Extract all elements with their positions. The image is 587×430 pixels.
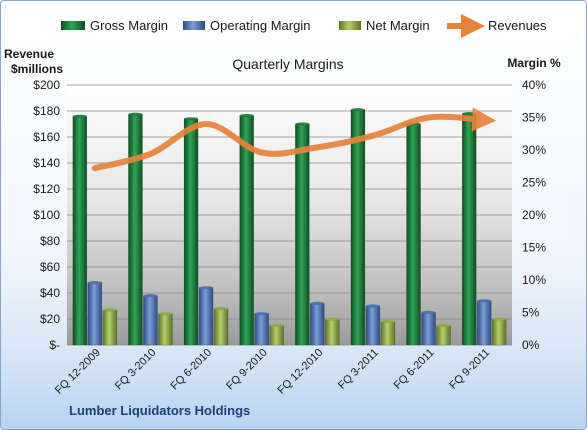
left-tick-label: $160 (33, 130, 60, 144)
left-tick-label: $60 (40, 260, 60, 274)
operating-margin-bar (310, 303, 325, 346)
bar-cap (254, 312, 269, 316)
bars-layer (72, 108, 507, 346)
x-tick-label: FQ 12-2009 (53, 347, 103, 397)
company-subtitle: Lumber Liquidators Holdings (69, 403, 250, 418)
bar-cap (72, 114, 87, 118)
left-axis-title-line1: Revenue (4, 47, 54, 61)
bar-cap (436, 323, 451, 328)
bar-cap (102, 308, 117, 312)
operating-margin-bar (254, 313, 269, 346)
bar-cap (214, 307, 229, 311)
bar-cap (239, 113, 254, 118)
legend-label: Operating Margin (210, 18, 310, 33)
gross-margin-bar (72, 115, 88, 346)
right-axis-ticks: 0% 5% 10% 15% 20% 25% 30% 35% 40% (522, 78, 546, 352)
x-tick-label: FQ 9-2010 (224, 347, 270, 393)
left-tick-label: $140 (33, 156, 60, 170)
revenue-line-layer (91, 107, 497, 172)
x-tick-label: FQ 9-2011 (447, 347, 492, 392)
bar-cap (158, 312, 173, 316)
left-tick-label: $20 (40, 312, 60, 326)
legend: Gross Margin Operating Margin Net Margin Re… (61, 14, 547, 38)
operating-margin-bar (476, 300, 492, 346)
x-tick-label: FQ 6-2011 (392, 347, 437, 392)
left-axis-ticks: $- $20 $40 $60 $80 $100 $120 $140 $160 $180 $200 (33, 78, 60, 352)
right-tick-label: 15% (522, 241, 546, 255)
bar-cap (87, 281, 102, 285)
left-tick-label: $80 (40, 234, 60, 248)
revenue-line (91, 107, 497, 172)
bar-cap (143, 294, 158, 298)
net-margin-bar (491, 318, 507, 346)
net-margin-bar (436, 325, 451, 346)
net-margin-bar (158, 313, 173, 346)
bar-cap (310, 301, 325, 305)
bar-cap (492, 317, 507, 321)
bar-cap (350, 108, 365, 112)
bar-cap (184, 117, 199, 121)
bar-cap (199, 286, 214, 290)
x-tick-label: FQ 3-2010 (113, 347, 159, 393)
right-tick-label: 10% (522, 273, 546, 287)
x-axis-ticks: FQ 12-2009 FQ 3-2010 FQ 6-2010 FQ 9-2010 FQ … (53, 347, 492, 397)
gross-margin-bar (183, 118, 199, 346)
gross-margin-bar (406, 123, 421, 346)
bar-cap (421, 310, 436, 315)
right-tick-label: 40% (522, 78, 546, 92)
left-tick-label: $40 (40, 286, 60, 300)
bar-cap (128, 112, 143, 116)
operating-margin-bar (365, 305, 381, 346)
legend-label: Revenues (488, 18, 547, 33)
gross-margin-bar (461, 113, 477, 346)
bar-cap (325, 317, 340, 321)
net-margin-bar (213, 308, 229, 346)
operating-margin-bar (421, 312, 436, 346)
left-tick-label: $100 (33, 208, 60, 222)
right-axis-title: Margin % (507, 56, 561, 70)
right-tick-label: 30% (522, 143, 546, 157)
x-tick-label: FQ 6-2010 (169, 347, 215, 393)
x-tick-label: FQ 3-2011 (336, 347, 381, 392)
bar-cap (365, 304, 380, 308)
left-tick-label: $180 (33, 104, 60, 118)
legend-swatch (183, 21, 205, 30)
right-tick-label: 25% (522, 176, 546, 190)
legend-label: Gross Margin (90, 18, 168, 33)
chart-title: Quarterly Margins (232, 56, 343, 72)
legend-label: Net Margin (366, 18, 430, 33)
net-margin-bar (269, 325, 284, 346)
net-margin-bar (380, 321, 396, 346)
gross-margin-bar (295, 123, 310, 346)
bar-cap (380, 320, 395, 324)
bar-cap (295, 122, 310, 126)
operating-margin-bar (87, 282, 103, 346)
left-axis-title-line2: $millions (11, 62, 63, 76)
bar-cap (477, 299, 492, 303)
right-tick-label: 5% (522, 306, 540, 320)
right-tick-label: 0% (522, 338, 540, 352)
operating-margin-bar (143, 295, 158, 346)
left-tick-label: $- (49, 338, 60, 352)
net-margin-bar (102, 309, 118, 346)
gross-margin-bar (128, 114, 143, 346)
left-tick-label: $200 (33, 78, 60, 92)
bar-cap (462, 112, 477, 116)
x-tick-label: FQ 12-2010 (275, 347, 325, 397)
right-tick-label: 20% (522, 208, 546, 222)
legend-swatch (339, 21, 361, 30)
bar-cap (269, 323, 284, 328)
net-margin-bar (325, 318, 340, 346)
right-tick-label: 35% (522, 111, 546, 125)
left-tick-label: $120 (33, 182, 60, 196)
operating-margin-bar (198, 287, 214, 346)
legend-swatch (61, 21, 85, 30)
gross-margin-bar (350, 109, 366, 346)
